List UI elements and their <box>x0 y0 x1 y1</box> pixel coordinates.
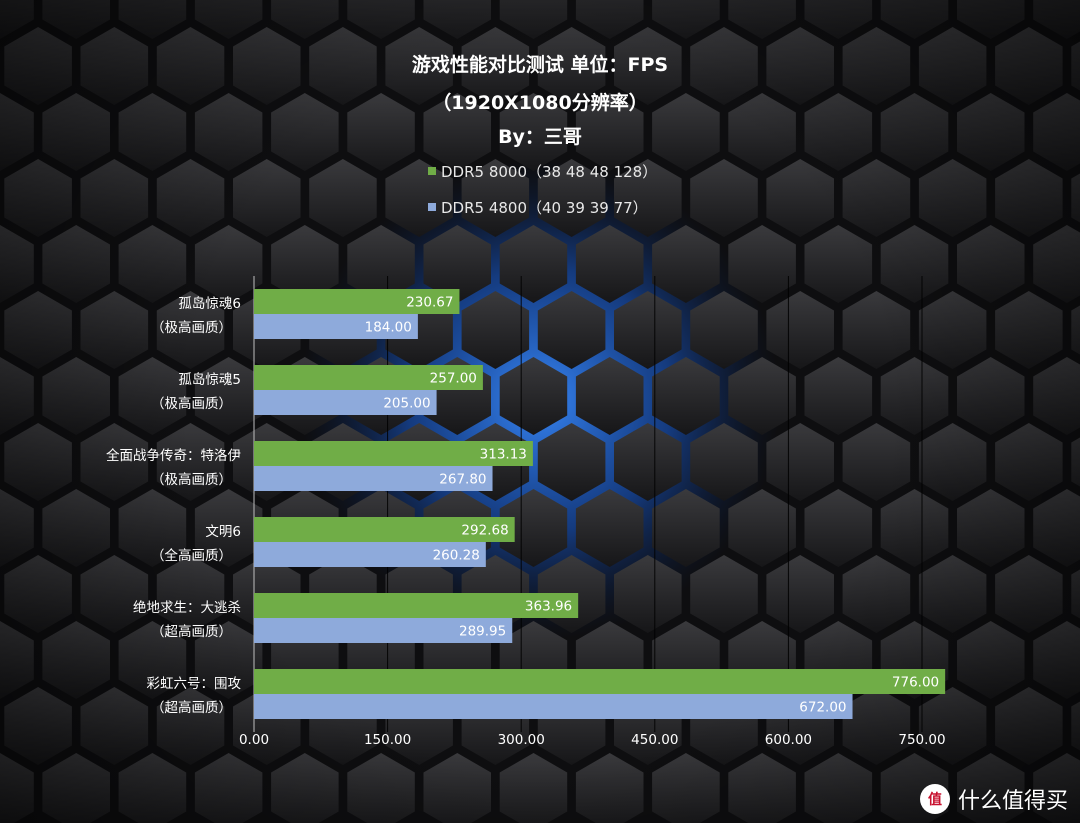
bar-value-label: 230.67 <box>406 295 453 311</box>
category-label: 彩虹六号：围攻 <box>147 676 242 692</box>
category-label: 孤岛惊魂5 <box>178 372 241 388</box>
bar-value-label: 205.00 <box>383 396 430 412</box>
legend-label: DDR5 8000（38 48 48 128） <box>441 163 658 181</box>
bar-value-label: 313.13 <box>480 447 527 463</box>
category-label: 文明6 <box>205 524 241 540</box>
bar-ddr5-4800 <box>254 618 513 643</box>
bar-ddr5-8000 <box>254 517 515 542</box>
bar-value-label: 672.00 <box>799 700 846 716</box>
bar-value-label: 184.00 <box>365 320 412 336</box>
chart-author: By：三哥 <box>498 126 582 148</box>
watermark-text: 什么值得买 <box>957 789 1068 814</box>
bar-ddr5-8000 <box>254 441 533 466</box>
category-sublabel: （超高画质） <box>151 699 232 716</box>
bar-value-label: 363.96 <box>525 599 572 615</box>
x-tick-label: 150.00 <box>364 732 411 748</box>
bar-value-label: 292.68 <box>461 523 508 539</box>
category-label: 绝地求生：大逃杀 <box>133 600 241 616</box>
bar-ddr5-4800 <box>254 466 493 491</box>
x-tick-label: 300.00 <box>498 732 545 748</box>
legend-item-ddr5-8000: DDR5 8000（38 48 48 128） <box>428 161 657 182</box>
category-label: 全面战争传奇：特洛伊 <box>106 447 241 464</box>
bar-value-label: 776.00 <box>892 675 939 691</box>
bar-value-label: 267.80 <box>439 472 486 488</box>
legend-swatch-blue <box>428 202 436 211</box>
bar-ddr5-8000 <box>254 365 483 390</box>
bar-ddr5-8000 <box>254 669 946 694</box>
chart-subtitle: （1920X1080分辨率） <box>432 92 648 114</box>
bar-ddr5-8000 <box>254 289 460 314</box>
bar-value-label: 260.28 <box>433 548 480 564</box>
legend-label: DDR5 4800（40 39 39 77） <box>441 199 648 217</box>
bar-ddr5-8000 <box>254 593 579 618</box>
x-tick-label: 450.00 <box>631 732 678 748</box>
x-tick-label: 0.00 <box>239 732 269 748</box>
bar-ddr5-4800 <box>254 542 486 567</box>
bar-ddr5-4800 <box>254 694 853 719</box>
legend-swatch-green <box>428 166 436 175</box>
category-sublabel: （极高画质） <box>151 319 232 336</box>
category-sublabel: （全高画质） <box>151 547 232 564</box>
bar-ddr5-4800 <box>254 390 437 415</box>
x-tick-label: 600.00 <box>765 732 812 748</box>
bar-ddr5-4800 <box>254 314 418 339</box>
x-tick-label: 750.00 <box>898 732 945 748</box>
smzdm-logo-icon: 值 <box>919 784 950 814</box>
category-sublabel: （极高画质） <box>151 395 232 412</box>
bar-value-label: 289.95 <box>459 624 506 640</box>
watermark: 值 什么值得买 <box>919 783 1068 815</box>
category-sublabel: （超高画质） <box>151 623 232 640</box>
chart-title: 游戏性能对比测试 单位：FPS <box>411 54 669 76</box>
category-sublabel: （极高画质） <box>151 471 232 488</box>
category-label: 孤岛惊魂6 <box>178 296 241 312</box>
bar-value-label: 257.00 <box>430 371 477 387</box>
legend-item-ddr5-4800: DDR5 4800（40 39 39 77） <box>428 197 648 218</box>
